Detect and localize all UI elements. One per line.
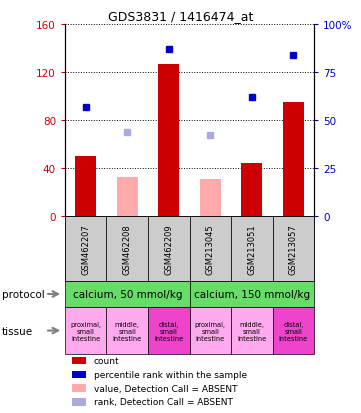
Bar (273, 308, 314, 354)
Bar (148, 308, 190, 354)
Text: count: count (93, 356, 119, 365)
Bar (158, 64, 179, 217)
Text: proximal,
small
intestine: proximal, small intestine (195, 321, 226, 341)
Bar (75, 157, 96, 217)
Text: proximal,
small
intestine: proximal, small intestine (70, 321, 101, 341)
Bar (73, 385, 86, 392)
Text: GSM213045: GSM213045 (206, 223, 215, 274)
Bar (148, 217, 190, 281)
Bar (242, 164, 262, 217)
Text: GSM462209: GSM462209 (164, 223, 173, 274)
Bar (190, 281, 314, 308)
Bar (190, 217, 231, 281)
Text: GSM213051: GSM213051 (247, 223, 256, 274)
Bar (73, 370, 86, 378)
Text: GSM213057: GSM213057 (289, 223, 298, 274)
Text: percentile rank within the sample: percentile rank within the sample (93, 370, 247, 379)
Bar (283, 103, 304, 217)
Text: calcium, 150 mmol/kg: calcium, 150 mmol/kg (194, 289, 310, 299)
Text: middle,
small
intestine: middle, small intestine (113, 321, 142, 341)
Text: GSM462207: GSM462207 (81, 223, 90, 274)
Bar (65, 308, 106, 354)
Bar (65, 217, 106, 281)
Bar (190, 308, 231, 354)
Text: protocol: protocol (2, 289, 44, 299)
Text: calcium, 50 mmol/kg: calcium, 50 mmol/kg (73, 289, 182, 299)
Bar (231, 217, 273, 281)
Text: value, Detection Call = ABSENT: value, Detection Call = ABSENT (93, 384, 237, 393)
Text: tissue: tissue (2, 326, 33, 336)
Bar (73, 398, 86, 406)
Text: GDS3831 / 1416474_at: GDS3831 / 1416474_at (108, 10, 253, 23)
Bar (65, 281, 190, 308)
Text: GSM462208: GSM462208 (123, 223, 132, 274)
Bar (73, 357, 86, 365)
Bar (273, 217, 314, 281)
Text: rank, Detection Call = ABSENT: rank, Detection Call = ABSENT (93, 397, 232, 406)
Bar (106, 217, 148, 281)
Bar (117, 177, 138, 217)
Bar (200, 180, 221, 217)
Bar (106, 308, 148, 354)
Text: distal,
small
intestine: distal, small intestine (154, 321, 183, 341)
Text: distal,
small
intestine: distal, small intestine (279, 321, 308, 341)
Bar (231, 308, 273, 354)
Text: middle,
small
intestine: middle, small intestine (237, 321, 266, 341)
